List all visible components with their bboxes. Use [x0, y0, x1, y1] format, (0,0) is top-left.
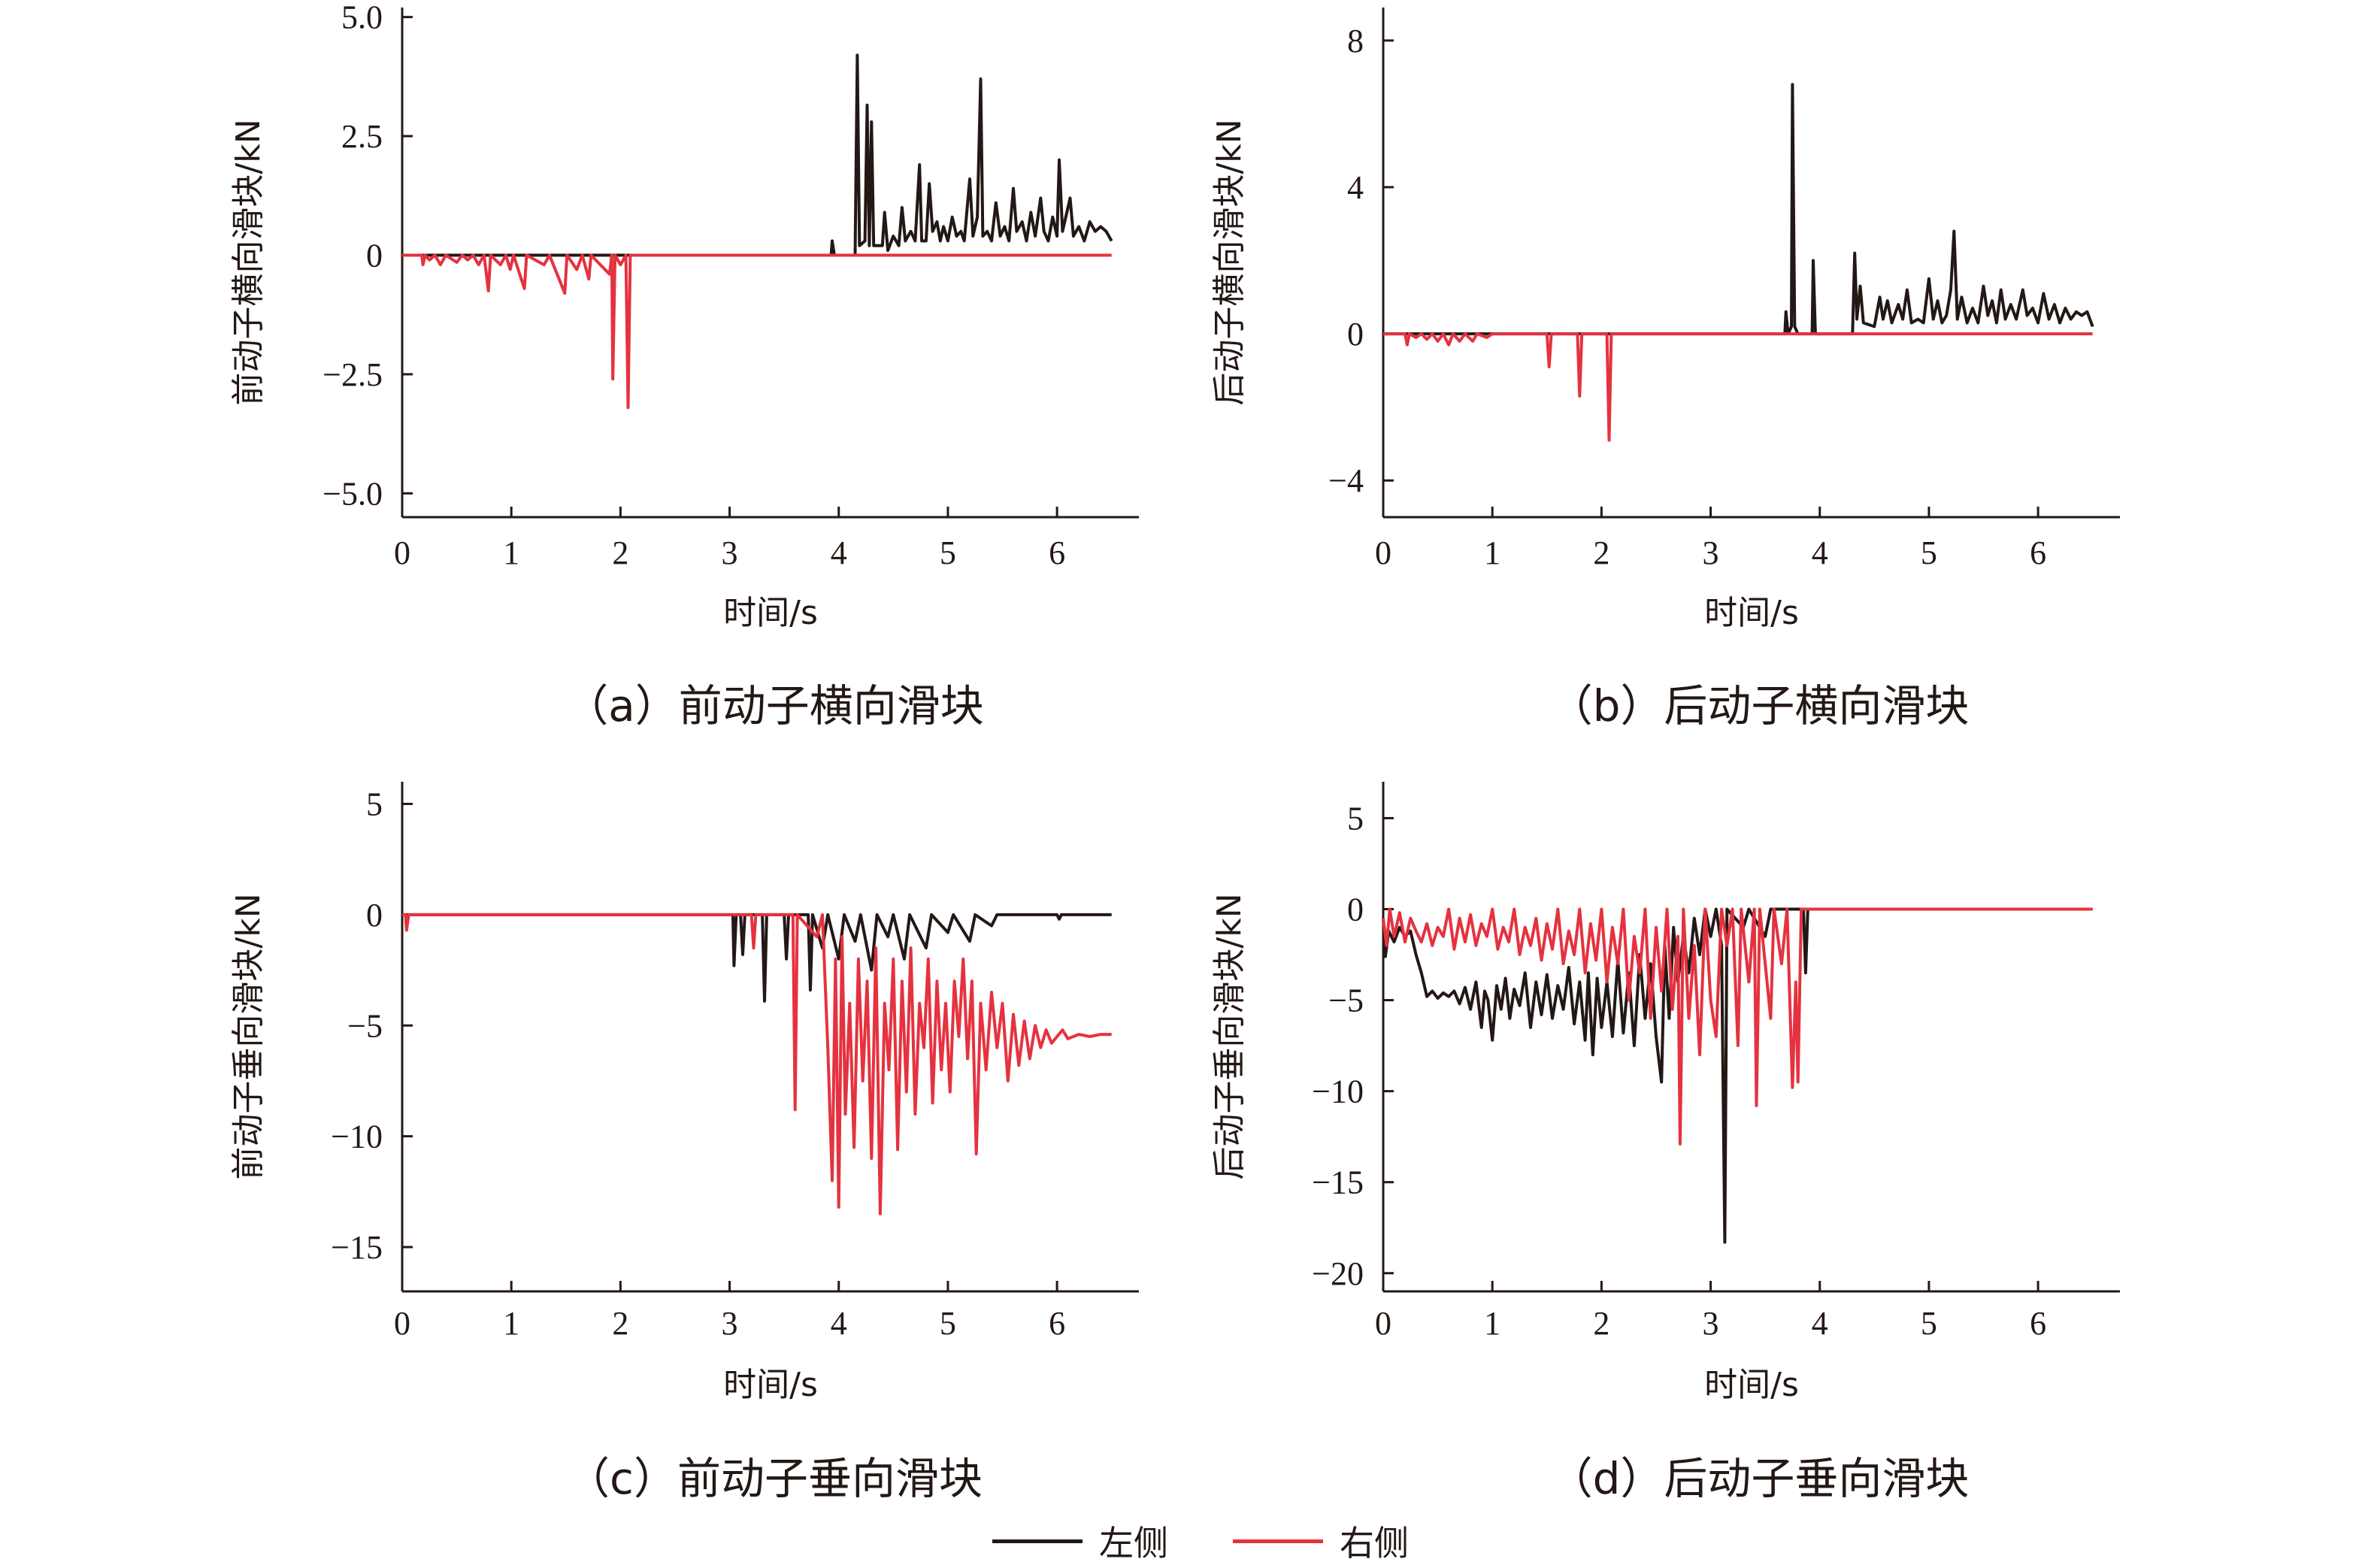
- y-tick-label: 0: [1347, 316, 1364, 353]
- y-tick-label: −10: [1312, 1073, 1364, 1110]
- x-tick-label: 2: [1593, 1305, 1609, 1342]
- y-axis-title: 前动子横向滑块/kN: [229, 119, 268, 405]
- y-tick-label: −20: [1312, 1255, 1364, 1292]
- chart-b-svg: 0 1 2 3 4 5 6 8 4 0 −4 时间/s 后动子横向滑块/kN: [1210, 8, 2120, 632]
- x-axis-title: 时间/s: [723, 594, 818, 632]
- x-tick-label: 4: [1812, 1305, 1828, 1342]
- y-tick-label: −10: [331, 1118, 383, 1155]
- legend-label-left: 左侧: [1099, 1523, 1168, 1563]
- x-tick-label: 0: [1375, 1305, 1391, 1342]
- y-tick-label: 0: [1347, 891, 1364, 928]
- x-tick-label: 1: [503, 534, 519, 571]
- caption-d: （d）后动子垂向滑块: [1549, 1453, 1970, 1504]
- series-line-right: [402, 913, 1112, 1215]
- x-tick-label: 5: [1921, 1305, 1937, 1342]
- y-tick-label: −4: [1328, 462, 1364, 499]
- series-line-left: [1383, 83, 2094, 336]
- x-tick-label: 1: [503, 1305, 519, 1342]
- x-tick-label: 5: [940, 534, 956, 571]
- y-tick-label: 2.5: [341, 118, 383, 155]
- x-tick-label: 2: [612, 1305, 628, 1342]
- x-axis-title: 时间/s: [1704, 594, 1799, 632]
- x-tick-label: 6: [1049, 534, 1065, 571]
- y-tick-label: 5: [366, 786, 383, 822]
- y-tick-label: −5: [1328, 982, 1364, 1019]
- chart-d-svg: 0 1 2 3 4 5 6 5 0 −5 −10 −15 −20 时间/s 后动子垂向滑块/kN: [1210, 782, 2120, 1404]
- y-tick-label: −2.5: [322, 356, 383, 393]
- chart-c-svg: 0 1 2 3 4 5 6 5 0 −5 −10 −15 时间/s 前动子垂向滑块/kN: [229, 782, 1139, 1404]
- caption-a: （a）前动子横向滑块: [565, 680, 984, 731]
- x-tick-label: 4: [1812, 534, 1828, 571]
- chart-a-svg: 0 1 2 3 4 5 6 5.0 2.5 0 −2.5 −5.0 时间/s 前动子横向滑块/kN: [229, 0, 1139, 632]
- y-tick-label: −15: [1312, 1164, 1364, 1201]
- legend-swatch-left: [992, 1539, 1083, 1543]
- x-axis-title: 时间/s: [1704, 1366, 1799, 1404]
- x-tick-label: 4: [831, 534, 847, 571]
- y-axis-title: 后动子横向滑块/kN: [1210, 119, 1249, 405]
- x-axis-title: 时间/s: [723, 1366, 818, 1404]
- panel-d: 0 1 2 3 4 5 6 5 0 −5 −10 −15 −20 时间/s 后动子垂向滑块/kN （d）后动…: [1184, 752, 2368, 1504]
- y-tick-label: 8: [1347, 23, 1364, 59]
- x-tick-label: 3: [1703, 534, 1719, 571]
- legend-label-right: 右侧: [1340, 1523, 1409, 1563]
- y-tick-label: 5.0: [341, 0, 383, 36]
- x-tick-label: 1: [1484, 1305, 1500, 1342]
- x-tick-label: 0: [394, 1305, 410, 1342]
- y-tick-label: −5.0: [322, 475, 383, 512]
- x-tick-label: 0: [394, 534, 410, 571]
- panel-b: 0 1 2 3 4 5 6 8 4 0 −4 时间/s 后动子横向滑块/kN （b）后动子横向滑块: [1184, 0, 2368, 737]
- legend: 左侧 右侧: [992, 1518, 1443, 1563]
- series-line-left: [402, 53, 1113, 257]
- series-line-right: [1382, 907, 2093, 1146]
- panel-c: 0 1 2 3 4 5 6 5 0 −5 −10 −15 时间/s 前动子垂向滑块/kN （c）前动子垂向…: [0, 752, 1184, 1504]
- x-tick-label: 6: [2030, 1305, 2046, 1342]
- x-tick-label: 5: [940, 1305, 956, 1342]
- x-tick-label: 3: [722, 1305, 738, 1342]
- x-tick-label: 1: [1484, 534, 1500, 571]
- x-tick-label: 6: [1049, 1305, 1065, 1342]
- legend-item-right: 右侧: [1233, 1518, 1409, 1563]
- x-tick-label: 4: [831, 1305, 847, 1342]
- legend-swatch-right: [1233, 1539, 1323, 1543]
- series-line-right: [1383, 332, 2093, 442]
- x-tick-label: 3: [722, 534, 738, 571]
- y-tick-label: 4: [1347, 169, 1364, 206]
- x-tick-label: 5: [1921, 534, 1937, 571]
- series-line-right: [402, 253, 1112, 410]
- y-tick-label: 5: [1347, 800, 1364, 837]
- x-tick-label: 3: [1703, 1305, 1719, 1342]
- caption-b: （b）后动子横向滑块: [1549, 680, 1970, 731]
- y-axis-title: 前动子垂向滑块/kN: [229, 893, 268, 1179]
- y-tick-label: 0: [366, 897, 383, 934]
- caption-c: （c）前动子垂向滑块: [566, 1453, 983, 1504]
- panel-a: 0 1 2 3 4 5 6 5.0 2.5 0 −2.5 −5.0 时间/s 前动子横向滑块/kN （a）…: [0, 0, 1184, 737]
- series-line-left: [402, 913, 1112, 1003]
- x-tick-label: 2: [1593, 534, 1609, 571]
- x-tick-label: 2: [612, 534, 628, 571]
- x-tick-label: 6: [2030, 534, 2046, 571]
- series-line-left: [1382, 907, 2093, 1244]
- y-tick-label: 0: [366, 237, 383, 274]
- y-tick-label: −15: [331, 1229, 383, 1266]
- x-tick-label: 0: [1375, 534, 1391, 571]
- y-tick-label: −5: [347, 1007, 383, 1044]
- y-axis-title: 后动子垂向滑块/kN: [1210, 893, 1249, 1179]
- legend-item-left: 左侧: [992, 1518, 1168, 1563]
